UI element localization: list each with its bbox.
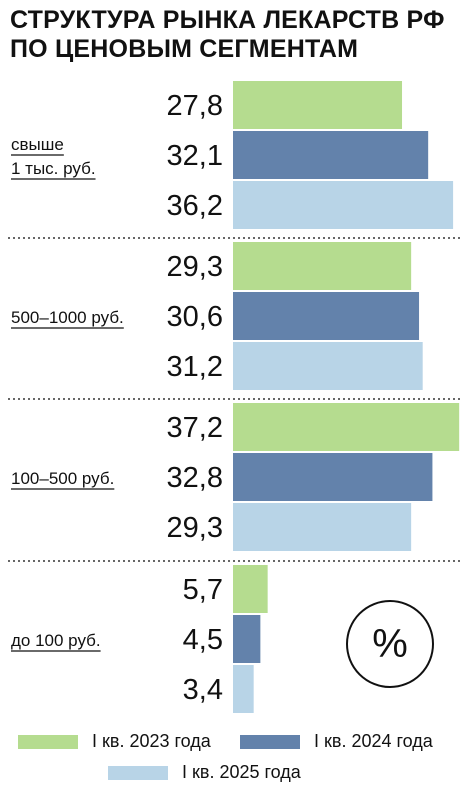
value-label-2023-cat-2: 37,2 [167,412,223,444]
bar-2024-cat-1 [233,292,420,340]
bar-2023-cat-2 [233,403,460,451]
bar-2025-cat-1 [233,342,423,390]
value-label-2023-cat-0: 27,8 [167,90,223,122]
chart-title: СТРУКТУРА РЫНКА ЛЕКАРСТВ РФ ПО ЦЕНОВЫМ С… [10,6,445,63]
bar-2025-cat-2 [233,503,412,551]
value-label-2025-cat-0: 36,2 [167,190,223,222]
value-label-2023-cat-3: 5,7 [183,574,223,606]
value-label-2024-cat-2: 32,8 [167,462,223,494]
bar-2023-cat-0 [233,81,403,129]
value-label-2023-cat-1: 29,3 [167,251,223,283]
bar-2024-cat-3 [233,615,261,663]
category-label-2: 100–500 руб. [11,469,114,488]
value-label-2024-cat-1: 30,6 [167,301,223,333]
percent-unit-badge: % [346,600,434,688]
value-label-2025-cat-2: 29,3 [167,512,223,544]
bar-2025-cat-3 [233,665,254,713]
category-label-0-line-0: свыше [11,135,64,154]
bar-2024-cat-0 [233,131,429,179]
category-label-0-line-1: 1 тыс. руб. [11,159,96,178]
bar-2025-cat-0 [233,181,454,229]
bar-2024-cat-2 [233,453,433,501]
value-label-2025-cat-1: 31,2 [167,351,223,383]
value-label-2025-cat-3: 3,4 [183,674,223,706]
category-label-3: до 100 руб. [11,631,101,650]
value-label-2024-cat-0: 32,1 [167,140,223,172]
value-label-2024-cat-3: 4,5 [183,624,223,656]
bar-2023-cat-3 [233,565,268,613]
bar-2023-cat-1 [233,242,412,290]
category-label-1: 500–1000 руб. [11,308,124,327]
